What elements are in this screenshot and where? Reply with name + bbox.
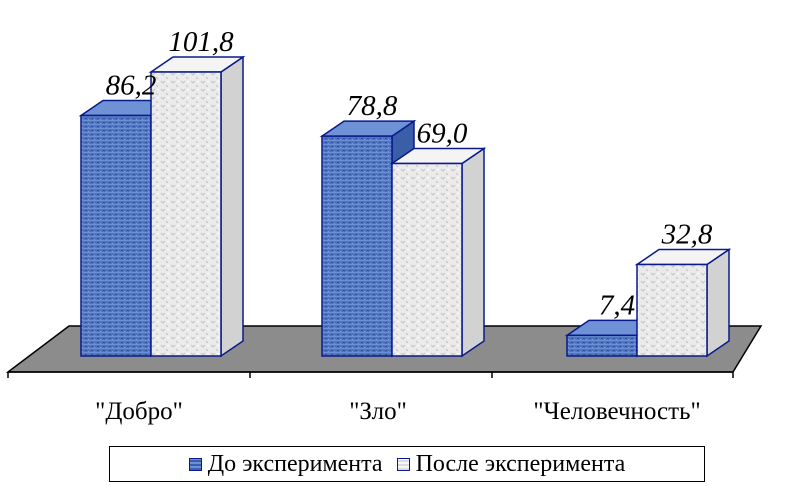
value-label: 78,8 (347, 90, 398, 122)
bar-front (636, 263, 708, 357)
bar-front (150, 71, 222, 357)
value-label: 7,4 (599, 289, 635, 321)
value-labels-group: 86,2 101,8 78,8 69,0 7,4 32,8 (106, 26, 713, 321)
legend-item-before: До эксперимента (188, 450, 383, 478)
value-label: 86,2 (106, 70, 157, 102)
bar-front (566, 334, 638, 357)
bar (389, 147, 487, 358)
category-label: "Зло" (349, 398, 407, 425)
category-labels-group: "Добро" "Зло" "Человечность" (95, 398, 701, 425)
category-label: "Добро" (95, 398, 183, 425)
bar-front (80, 114, 152, 357)
legend-swatch-before (188, 457, 202, 471)
legend-label-after: После эксперимента (415, 450, 626, 477)
legend-item-after: После эксперимента (396, 450, 626, 478)
bar (148, 55, 246, 358)
legend: До эксперимента После эксперимента (109, 446, 705, 482)
legend-swatch-after (396, 457, 410, 471)
bar-front (391, 162, 463, 357)
bar-side (706, 248, 730, 358)
bars-group (78, 55, 732, 358)
value-label: 69,0 (417, 118, 468, 150)
value-label: 101,8 (168, 26, 234, 58)
bar-side (461, 147, 485, 358)
category-label: "Человечность" (533, 398, 700, 425)
legend-label-before: До эксперимента (207, 450, 383, 477)
bar-front (321, 135, 393, 357)
value-label: 32,8 (661, 218, 713, 250)
bar-side (220, 55, 244, 358)
bar (634, 248, 732, 358)
